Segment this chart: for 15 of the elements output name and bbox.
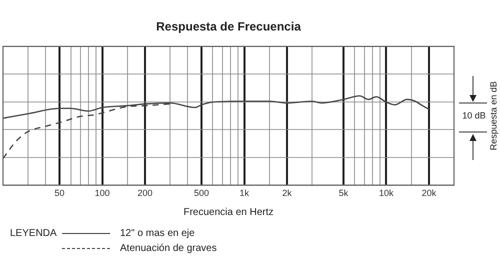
x-tick-label: 2k — [282, 188, 292, 198]
legend-label: Atenuación de graves — [120, 242, 217, 256]
x-tick-label: 1k — [239, 188, 250, 198]
chart-title: Respuesta de Frecuencia — [156, 20, 302, 34]
x-tick-label: 50 — [54, 188, 65, 198]
x-tick-label: 10k — [378, 188, 394, 198]
x-tick-label: 5k — [338, 188, 349, 198]
legend-label: 12" o mas en eje — [120, 227, 195, 241]
x-tick-label: 200 — [137, 188, 153, 198]
x-tick-label: 500 — [194, 188, 210, 198]
x-tick-label: 20k — [422, 188, 437, 198]
x-axis-title: Frecuencia en Hertz — [183, 206, 274, 218]
y-axis-title: Respuesta en dB — [488, 81, 498, 150]
legend-title: LEYENDA — [10, 227, 58, 241]
x-tick-label: 100 — [94, 188, 110, 198]
